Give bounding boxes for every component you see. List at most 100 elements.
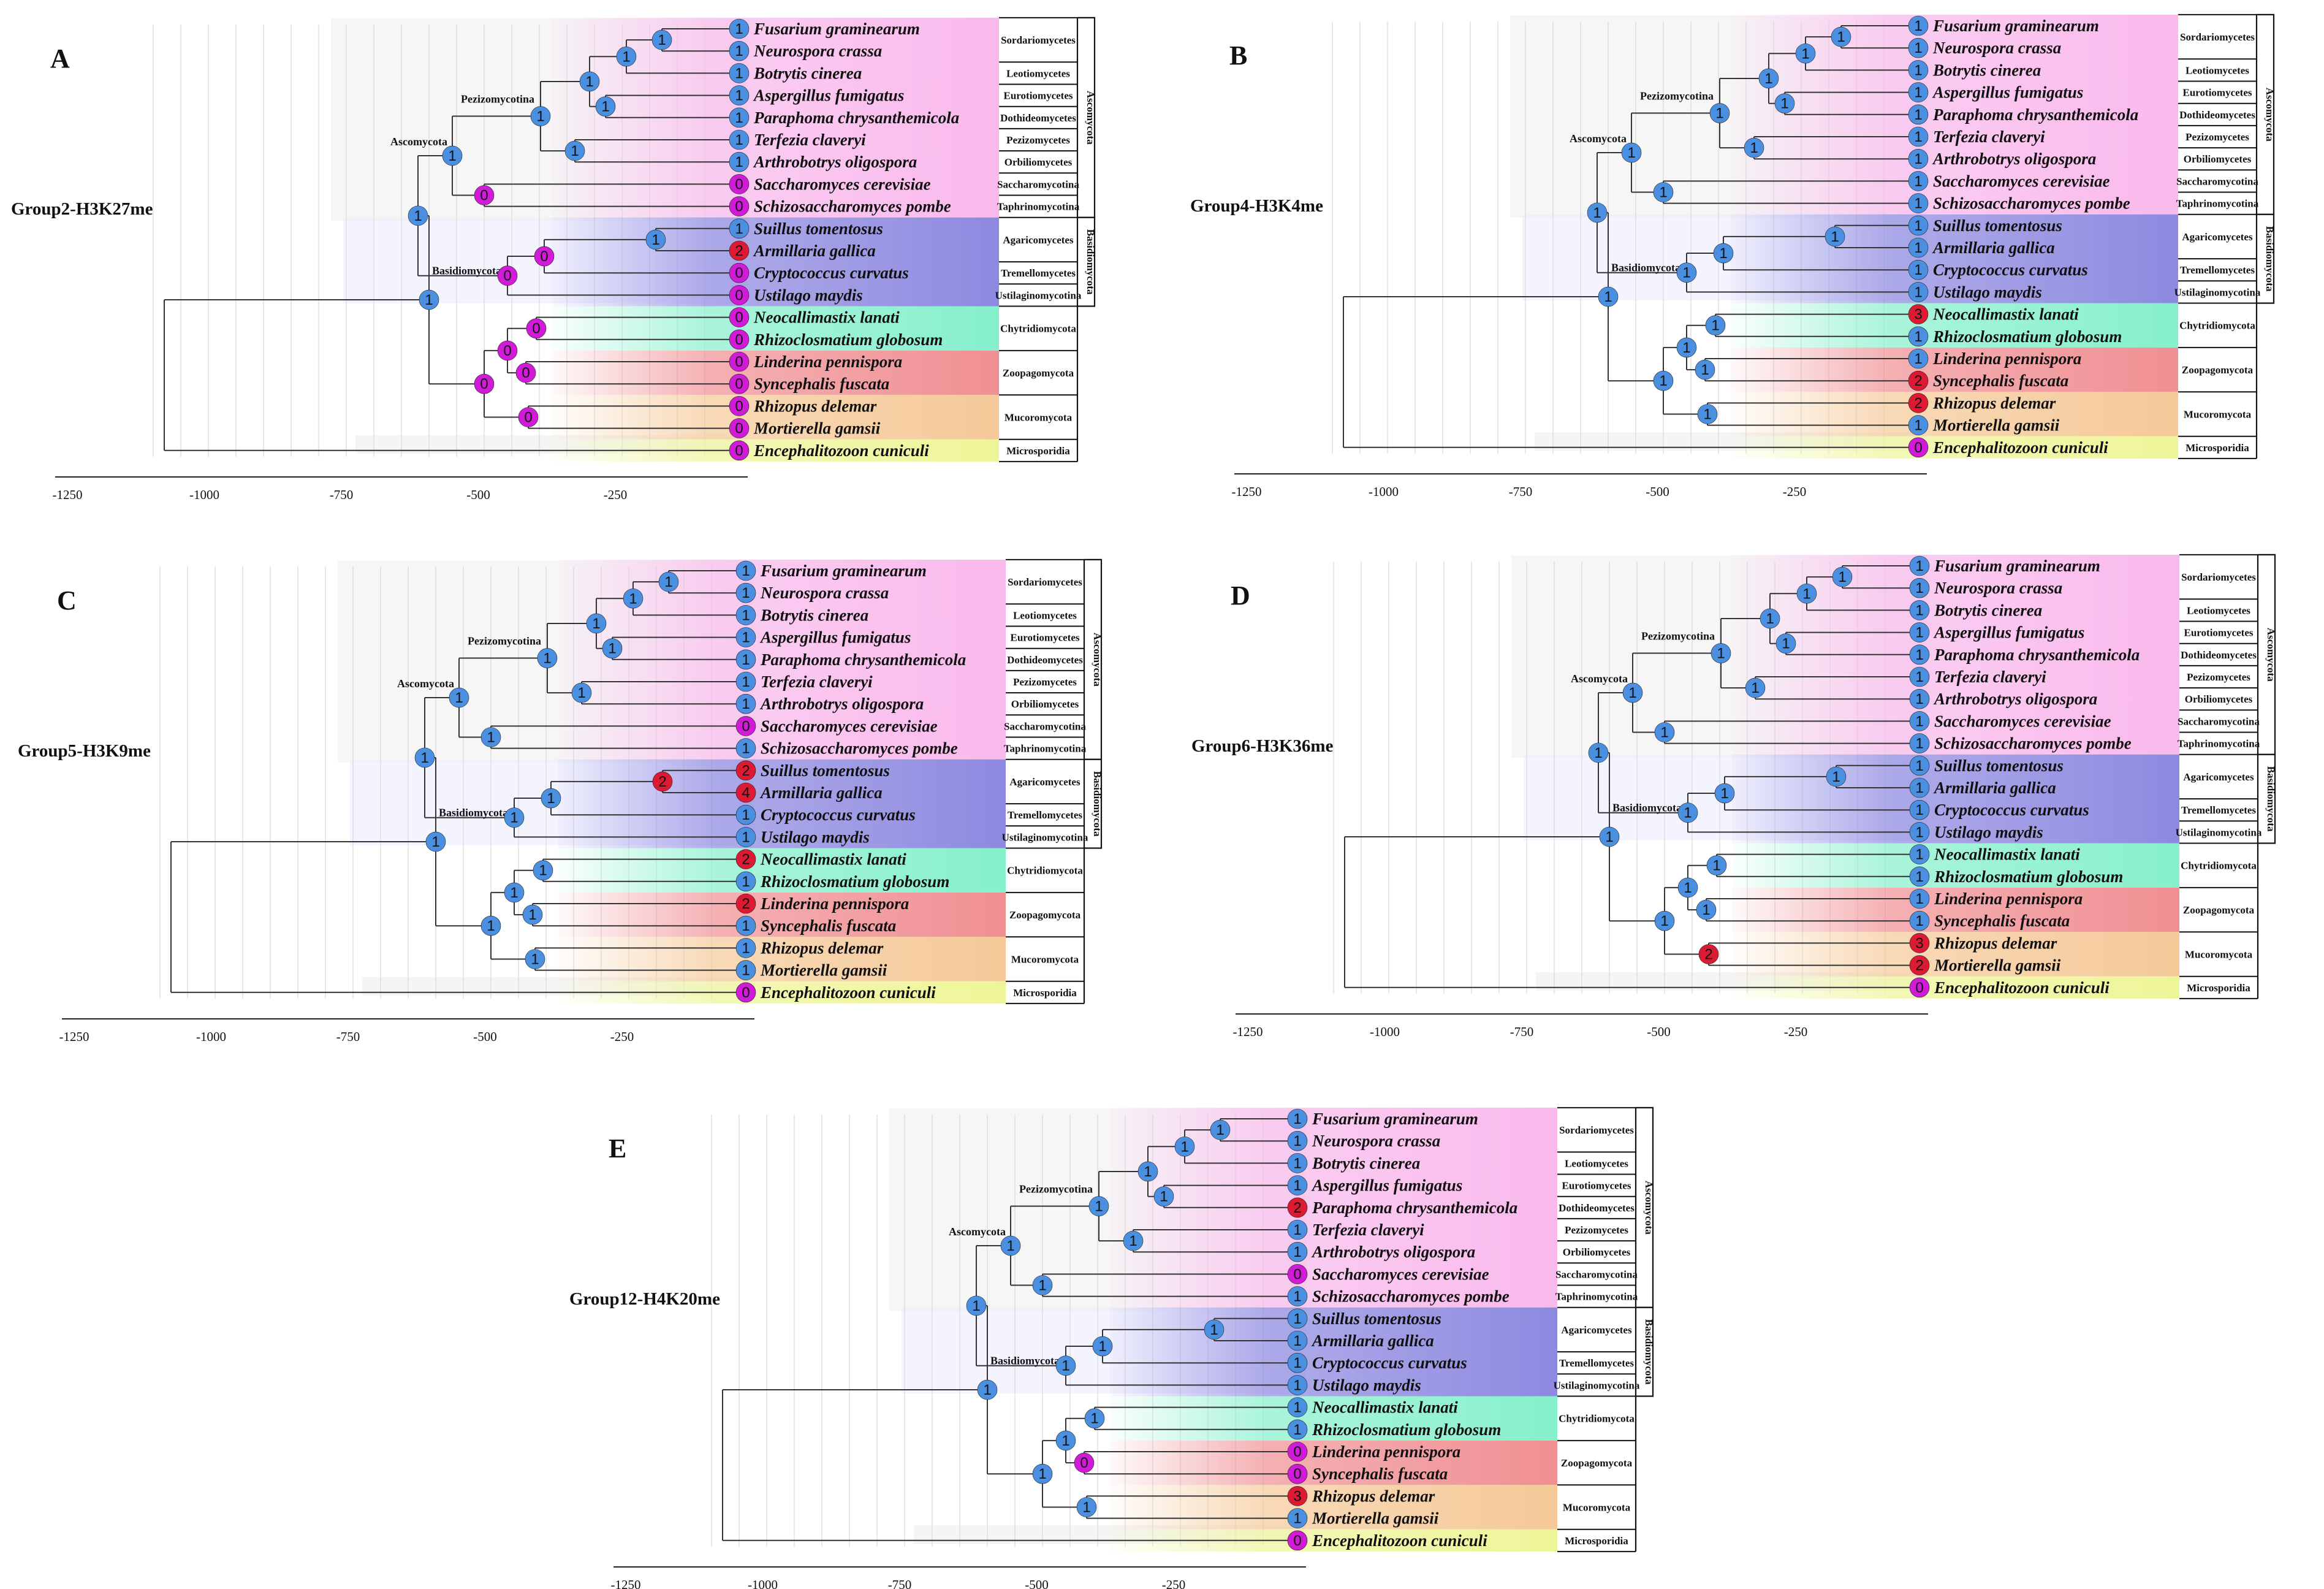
class-label: Saccharomycotina xyxy=(997,178,1079,190)
species-name: Encephalitozoon cuniculi xyxy=(753,441,929,460)
axis-tick-label: -1000 xyxy=(196,1029,226,1044)
node-count-b_cu: 1 xyxy=(1092,1336,1113,1357)
species-name: Encephalitozoon cuniculi xyxy=(1312,1531,1487,1550)
species-name: Linderina pennispora xyxy=(753,352,902,371)
class-label: Chytridiomycota xyxy=(2179,320,2255,332)
axis-tick-label: -250 xyxy=(1162,1577,1186,1589)
node-count-basal: 1 xyxy=(1654,910,1675,931)
svg-text:1: 1 xyxy=(735,154,743,170)
species-name: Syncephalis fuscata xyxy=(1934,912,2070,930)
tip-count-13: 2 xyxy=(735,849,756,869)
svg-text:0: 0 xyxy=(1293,1533,1301,1549)
tip-count-4: 1 xyxy=(735,649,756,670)
svg-text:1: 1 xyxy=(1914,129,1922,145)
tip-count-14: 1 xyxy=(735,871,756,892)
species-name: Arthrobotrys oligospora xyxy=(753,153,917,171)
tip-count-10: 4 xyxy=(735,782,756,803)
svg-text:0: 0 xyxy=(742,718,750,734)
species-name: Arthrobotrys oligospora xyxy=(1933,690,2097,708)
axis-tick-label: -750 xyxy=(888,1577,912,1589)
svg-text:1: 1 xyxy=(664,574,672,590)
species-name: Neocallimastix lanati xyxy=(753,308,900,327)
tip-count-10: 1 xyxy=(1909,777,1930,798)
species-name: Schizosaccharomyces pombe xyxy=(1312,1287,1509,1306)
node-count-p_fn: 1 xyxy=(1174,1136,1195,1157)
species-name: Ustilago maydis xyxy=(1933,283,2042,301)
node-count-p_ss: 0 xyxy=(474,185,495,205)
axis-tick-label: -500 xyxy=(1646,484,1669,499)
tip-count-12: 0 xyxy=(729,285,750,305)
panel-c: AscomycotaPezizomycotinaBasidiomycota111… xyxy=(18,558,1103,1044)
tip-count-14: 0 xyxy=(729,329,750,350)
phylum-label: Basidiomycota xyxy=(1643,1319,1655,1385)
tip-count-3: 1 xyxy=(735,627,756,647)
node-count-opis: 1 xyxy=(966,1295,987,1316)
node-count-b_sa: 1 xyxy=(1825,226,1845,247)
band-basidiomycota xyxy=(1731,214,2178,303)
species-name: Botrytis cinerea xyxy=(753,64,862,82)
class-label: Leotiomycetes xyxy=(1006,67,1070,79)
species-name: Armillaria gallica xyxy=(1932,238,2055,257)
node-count-pez: 1 xyxy=(1711,643,1731,663)
tip-count-7: 1 xyxy=(1908,171,1929,191)
node-count-opis: 1 xyxy=(414,747,435,768)
svg-text:1: 1 xyxy=(1660,725,1668,741)
species-name: Fusarium graminearum xyxy=(760,562,927,580)
svg-text:1: 1 xyxy=(608,641,616,657)
svg-text:2: 2 xyxy=(1914,395,1922,411)
species-name: Ustilago maydis xyxy=(1934,823,2043,841)
class-label: Orbiliomycetes xyxy=(1563,1246,1631,1258)
tip-count-16: 2 xyxy=(1908,370,1929,391)
tip-count-0: 1 xyxy=(735,560,756,581)
node-count-p_ta: 1 xyxy=(564,140,585,161)
species-name: Terfezia claveryi xyxy=(761,673,873,691)
node-count-p_ss: 1 xyxy=(1032,1275,1053,1295)
tip-count-18: 2 xyxy=(1909,955,1930,975)
node-count-b_cu: 1 xyxy=(1713,243,1734,264)
band-basidiomycota xyxy=(1732,754,2179,844)
axis-tick-label: -1250 xyxy=(59,1029,89,1044)
panel-e: Ascomycota Pezizomycotina Basidiomycota 1 1 1… xyxy=(569,1107,1655,1589)
svg-text:1: 1 xyxy=(1915,824,1923,840)
tip-count-18: 0 xyxy=(729,418,750,438)
panel-a: AscomycotaPezizomycotinaBasidiomycota111… xyxy=(11,17,1096,502)
svg-text:1: 1 xyxy=(487,730,495,746)
class-label: Chytridiomycota xyxy=(1000,323,1076,335)
svg-text:1: 1 xyxy=(1210,1322,1218,1338)
svg-text:1: 1 xyxy=(1293,1311,1301,1327)
class-label: Zoopagomycota xyxy=(1009,909,1081,921)
tip-count-17: 3 xyxy=(1909,933,1930,953)
node-count-p_fn: 1 xyxy=(616,46,637,67)
axis-tick-label: -250 xyxy=(604,487,628,502)
species-name: Rhizopus delemar xyxy=(753,397,877,415)
clade-label-basidiomycota: Basidiomycota xyxy=(1612,802,1682,814)
species-name: Linderina pennispora xyxy=(1932,349,2081,368)
axis-tick-label: -750 xyxy=(1510,1024,1534,1039)
species-name: Armillaria gallica xyxy=(1311,1332,1434,1350)
species-name: Suillus tomentosus xyxy=(1312,1309,1441,1328)
svg-text:1: 1 xyxy=(1837,29,1845,45)
svg-text:1: 1 xyxy=(1293,1400,1301,1416)
node-count-basal: 1 xyxy=(480,915,501,936)
svg-text:1: 1 xyxy=(1684,805,1692,821)
svg-text:1: 1 xyxy=(1914,351,1922,367)
tip-count-5: 1 xyxy=(735,671,756,692)
tip-count-0: 1 xyxy=(1908,15,1929,36)
species-name: Terfezia claveryi xyxy=(1312,1221,1424,1239)
clade-label-ascomycota: Ascomycota xyxy=(1571,673,1628,685)
band-basidiomycota xyxy=(1110,1307,1557,1397)
svg-text:0: 0 xyxy=(532,321,540,337)
svg-text:1: 1 xyxy=(1098,1338,1106,1355)
svg-text:1: 1 xyxy=(1684,880,1692,896)
class-label: Sordariomycetes xyxy=(1008,576,1082,588)
tip-count-11: 0 xyxy=(729,262,750,283)
svg-text:1: 1 xyxy=(735,43,743,59)
node-count-c_cl: 1 xyxy=(1084,1408,1105,1429)
tip-count-19: 0 xyxy=(1909,977,1930,998)
species-name: Neocallimastix lanati xyxy=(1312,1398,1458,1417)
tip-count-2: 1 xyxy=(1909,600,1930,620)
node-count-m_cl: 1 xyxy=(525,949,545,969)
tip-count-17: 2 xyxy=(1908,393,1929,413)
species-name: Paraphoma chrysanthemicola xyxy=(753,109,959,127)
band-zoopagomycota xyxy=(1110,1440,1557,1485)
